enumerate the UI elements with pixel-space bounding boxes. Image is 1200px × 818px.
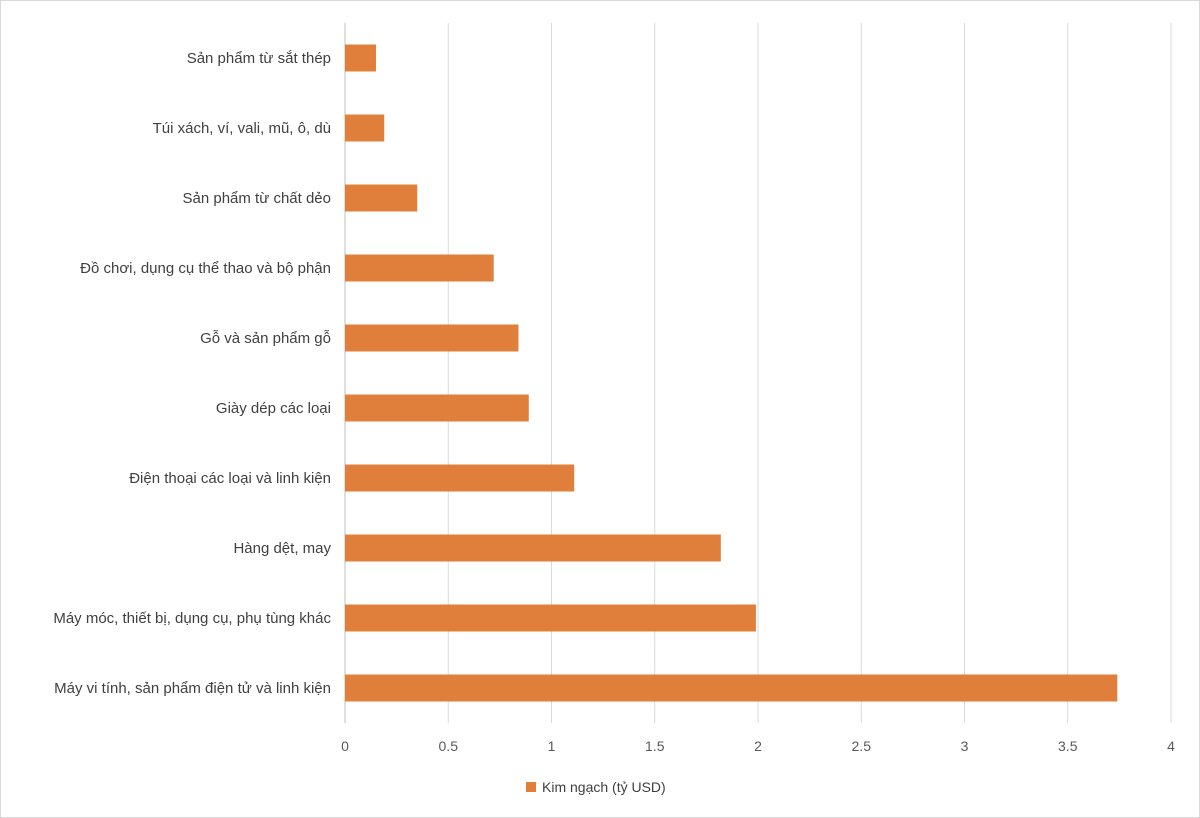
x-tick-label: 1 [548,738,556,754]
bar [345,534,721,562]
category-label: Giày dép các loại [216,400,331,417]
category-label: Máy móc, thiết bị, dụng cụ, phụ tùng khá… [53,610,331,627]
x-tick-label: 2 [754,738,762,754]
category-labels: Máy vi tính, sản phẩm điện tử và linh ki… [53,50,331,697]
bar [345,394,529,422]
category-label: Túi xách, ví, vali, mũ, ô, dù [153,120,331,137]
x-tick-label: 3.5 [1058,738,1078,754]
bar [345,324,519,352]
bar [345,674,1118,702]
category-label: Máy vi tính, sản phẩm điện tử và linh ki… [54,680,331,697]
x-tick-label: 0 [341,738,349,754]
gridlines [344,23,1172,723]
category-label: Sản phẩm từ chất dẻo [183,190,331,207]
category-label: Hàng dệt, may [233,540,331,557]
x-tick-label: 4 [1167,738,1175,754]
x-axis-tick-labels: 0 0.5 1 1.5 2 2.5 3 3.5 4 [341,738,1175,754]
bar [345,44,376,72]
legend-swatch [526,782,536,792]
x-tick-label: 1.5 [645,738,665,754]
category-label: Gỗ và sản phẩm gỗ [200,330,331,347]
bar [345,604,756,632]
category-label: Đồ chơi, dụng cụ thể thao và bộ phận [80,260,331,277]
x-tick-label: 2.5 [852,738,872,754]
legend-label: Kim ngạch (tỷ USD) [542,779,666,795]
x-tick-label: 3 [961,738,969,754]
category-label: Điện thoại các loại và linh kiện [129,470,331,487]
bar [345,464,575,492]
category-label: Sản phẩm từ sắt thép [187,50,331,67]
bar [345,114,385,142]
legend: Kim ngạch (tỷ USD) [526,779,666,795]
bars [345,44,1118,702]
bar [345,254,494,282]
x-tick-label: 0.5 [439,738,459,754]
bar [345,184,418,212]
